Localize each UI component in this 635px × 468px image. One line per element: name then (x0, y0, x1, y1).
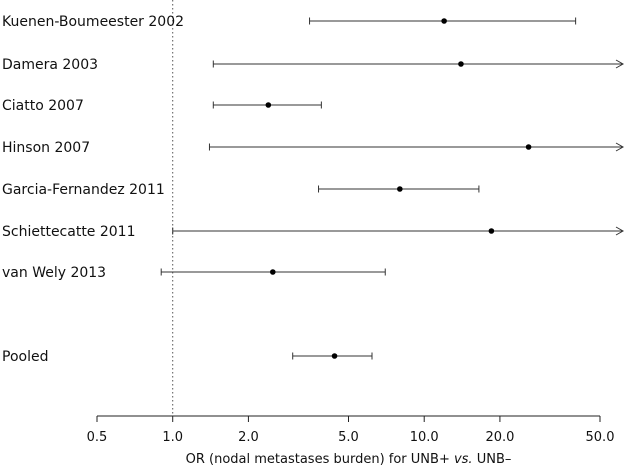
point-estimate (488, 228, 495, 234)
x-tick-label: 0.5 (87, 430, 108, 445)
study-row: Kuenen-Boumeester 2002 (2, 14, 577, 30)
point-estimate (269, 269, 276, 275)
study-label: Kuenen-Boumeester 2002 (2, 14, 184, 30)
point-estimate (397, 186, 403, 192)
x-tick-label: 5.0 (338, 430, 359, 445)
study-row: Pooled (2, 349, 373, 365)
study-label: Hinson 2007 (2, 140, 90, 156)
study-label: Damera 2003 (2, 57, 98, 73)
x-tick-label: 50.0 (586, 430, 615, 445)
study-label: van Wely 2013 (2, 265, 106, 281)
studies-layer: Kuenen-Boumeester 2002 Damera 2003 Ciatto … (2, 14, 625, 365)
x-axis-title: OR (nodal metastases burden) for UNB+ vs… (186, 452, 512, 467)
study-row: Damera 2003 (2, 57, 625, 73)
study-row: Ciatto 2007 (2, 98, 322, 114)
x-tick-label: 1.0 (162, 430, 183, 445)
x-tick-label: 10.0 (410, 430, 439, 445)
x-axis-title-post: UNB– (473, 452, 512, 467)
x-axis-ticks: 0.5 1.0 2.0 5.0 10.0 20.0 50.0 (87, 416, 615, 445)
x-axis-title-pre: OR (nodal metastases burden) for UNB+ (186, 452, 454, 467)
x-tick-label: 20.0 (485, 430, 514, 445)
point-estimate (458, 61, 464, 67)
ci-truncation-arrow (615, 59, 625, 69)
study-label: Pooled (2, 349, 48, 365)
x-axis: 0.5 1.0 2.0 5.0 10.0 20.0 50.0 (87, 415, 615, 445)
study-row: Schiettecatte 2011 (2, 224, 625, 240)
point-estimate (265, 102, 272, 108)
x-tick-label: 2.0 (238, 430, 259, 445)
point-estimate (525, 144, 532, 150)
x-axis-title-italic: vs. (454, 452, 473, 467)
point-estimate (331, 353, 338, 359)
study-row: Hinson 2007 (2, 140, 625, 156)
study-label: Schiettecatte 2011 (2, 224, 136, 240)
study-label: Ciatto 2007 (2, 98, 84, 114)
study-row: van Wely 2013 (2, 265, 386, 281)
study-row: Garcia-Fernandez 2011 (2, 182, 480, 198)
ci-truncation-arrow (615, 142, 625, 152)
point-estimate (441, 18, 447, 24)
study-label: Garcia-Fernandez 2011 (2, 182, 165, 198)
ci-truncation-arrow (615, 226, 625, 236)
